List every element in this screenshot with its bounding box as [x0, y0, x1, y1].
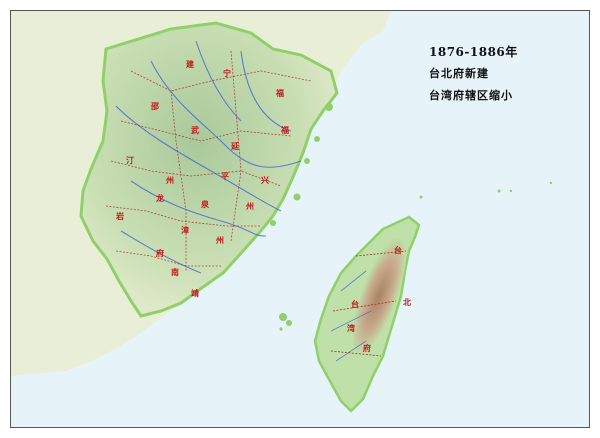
- svg-text:兴: 兴: [261, 175, 269, 185]
- svg-text:府: 府: [363, 343, 371, 353]
- penghu-islands: [279, 320, 292, 331]
- svg-text:南: 南: [171, 267, 179, 277]
- map-frame: 建宁 福邵 武延 福汀 州平 兴龙 泉州 岩漳 州府 南靖: [10, 10, 590, 428]
- svg-text:龙: 龙: [155, 193, 164, 203]
- svg-text:宁: 宁: [223, 68, 231, 78]
- svg-text:州: 州: [215, 235, 224, 245]
- svg-text:延: 延: [230, 141, 240, 151]
- svg-text:福: 福: [280, 125, 289, 135]
- fujian-islands: [270, 103, 553, 321]
- svg-text:州: 州: [245, 201, 254, 211]
- svg-text:平: 平: [221, 171, 229, 181]
- map-title-line-2: 台北府新建: [429, 67, 489, 80]
- taiwan-boundaries: [330, 250, 407, 357]
- fujian-labels: 建宁 福邵 武延 福汀 州平 兴龙 泉州 岩漳 州府 南靖: [115, 59, 289, 298]
- svg-text:泉: 泉: [200, 199, 210, 209]
- svg-text:北: 北: [403, 297, 411, 307]
- svg-text:武: 武: [191, 125, 199, 135]
- taiwan-central-range: [351, 237, 407, 355]
- taiwan-rivers: [330, 270, 372, 362]
- svg-text:汀: 汀: [126, 155, 134, 165]
- svg-text:湾: 湾: [347, 323, 355, 333]
- svg-text:福: 福: [275, 88, 284, 98]
- map-title-block: 1876-1886年 台北府新建 台湾府辖区缩小: [429, 41, 518, 107]
- taiwan-labels: 台 北 台 湾 府: [347, 245, 411, 353]
- svg-text:台: 台: [394, 245, 402, 255]
- map-canvas[interactable]: 建宁 福邵 武延 福汀 州平 兴龙 泉州 岩漳 州府 南靖: [11, 11, 590, 428]
- svg-text:岩: 岩: [115, 211, 124, 221]
- svg-text:邵: 邵: [150, 101, 159, 111]
- svg-text:靖: 靖: [191, 288, 199, 298]
- svg-text:建: 建: [185, 59, 195, 69]
- svg-text:台: 台: [351, 299, 359, 309]
- map-title-year: 1876-1886年: [429, 45, 518, 59]
- svg-text:州: 州: [165, 175, 174, 185]
- svg-text:漳: 漳: [181, 225, 189, 235]
- fujian-rivers: [115, 40, 302, 274]
- svg-text:府: 府: [156, 248, 164, 258]
- map-title-line-3: 台湾府辖区缩小: [429, 89, 513, 102]
